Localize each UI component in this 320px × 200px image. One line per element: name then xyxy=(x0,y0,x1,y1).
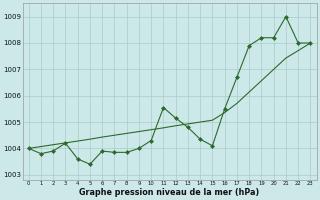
X-axis label: Graphe pression niveau de la mer (hPa): Graphe pression niveau de la mer (hPa) xyxy=(79,188,260,197)
